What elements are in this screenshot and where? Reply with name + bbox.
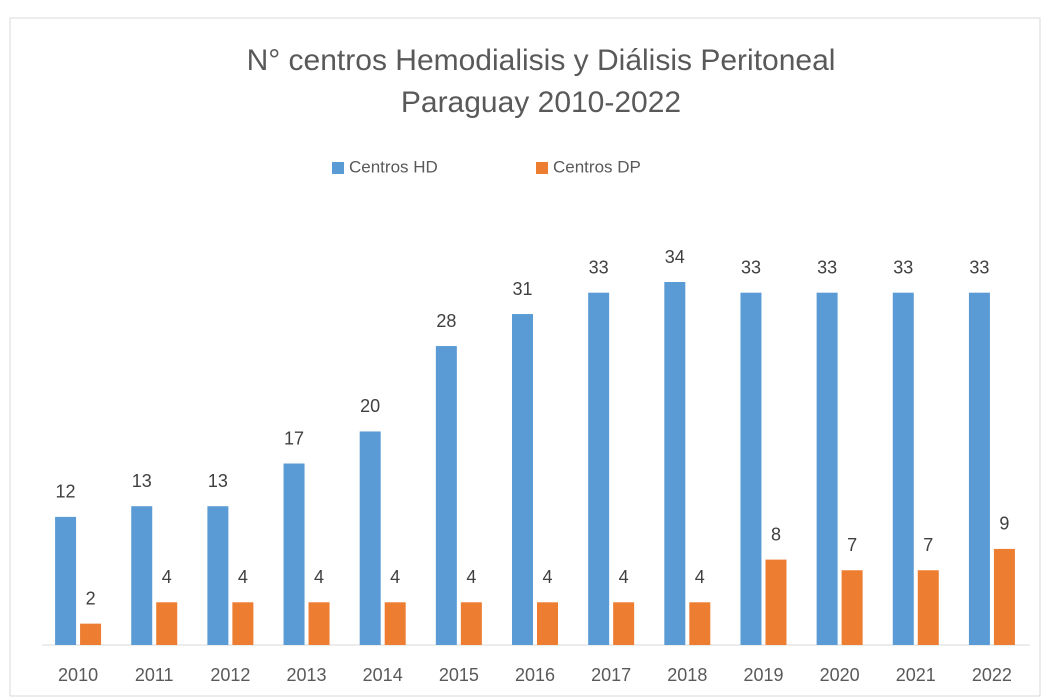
x-tick-label: 2021 (896, 665, 936, 685)
bar (993, 548, 1015, 645)
data-label: 4 (238, 567, 248, 587)
bar (283, 463, 305, 645)
data-label: 4 (695, 567, 705, 587)
data-label: 4 (390, 567, 400, 587)
data-label: 17 (284, 428, 304, 448)
data-label: 8 (771, 524, 781, 544)
bar (232, 602, 254, 645)
x-tick-label: 2020 (820, 665, 860, 685)
x-tick-label: 2018 (667, 665, 707, 685)
bar (537, 602, 558, 645)
data-label: 33 (969, 257, 989, 277)
data-label: 4 (619, 567, 629, 587)
data-label: 33 (817, 257, 837, 277)
x-tick-label: 2011 (135, 665, 174, 685)
data-label: 4 (466, 567, 476, 587)
bar (384, 602, 406, 645)
data-label: 31 (512, 279, 532, 299)
data-label: 20 (360, 396, 380, 416)
x-tick-label: 2010 (58, 665, 98, 685)
bar (435, 346, 457, 645)
data-label: 33 (741, 257, 761, 277)
data-label: 28 (436, 311, 456, 331)
bar (55, 516, 77, 645)
data-label: 7 (923, 535, 933, 555)
chart-title: Paraguay 2010-2022 (401, 86, 681, 119)
bar (917, 570, 939, 645)
bar (131, 506, 153, 645)
x-tick-label: 2015 (439, 665, 479, 685)
x-tick-label: 2016 (515, 665, 555, 685)
x-tick-label: 2022 (972, 665, 1012, 685)
bar (740, 292, 762, 645)
data-label: 33 (893, 257, 913, 277)
data-label: 4 (314, 567, 324, 587)
data-label: 9 (999, 514, 1009, 534)
bar (841, 570, 863, 645)
data-label: 33 (589, 257, 609, 277)
x-tick-label: 2012 (210, 665, 250, 685)
x-tick-label: 2017 (591, 665, 631, 685)
legend-swatch (332, 162, 344, 174)
chart-title: N° centros Hemodialisis y Diálisis Perit… (247, 44, 836, 77)
bar (689, 602, 711, 645)
data-label: 13 (208, 471, 228, 491)
legend-swatch (536, 162, 548, 174)
data-label: 2 (86, 588, 96, 608)
x-tick-label: 2013 (287, 665, 327, 685)
bar (359, 431, 381, 645)
x-tick-label: 2019 (743, 665, 783, 685)
bar (664, 282, 686, 645)
bar (968, 292, 990, 645)
bar (80, 623, 102, 645)
bar (613, 602, 635, 645)
bar (460, 602, 482, 645)
data-label: 4 (162, 567, 172, 587)
bar (765, 559, 787, 645)
data-label: 13 (132, 471, 152, 491)
data-label: 7 (847, 535, 857, 555)
x-tick-label: 2014 (363, 665, 403, 685)
bar (588, 292, 610, 645)
bar (892, 292, 914, 645)
bar (156, 602, 178, 645)
bar (512, 314, 533, 645)
data-label: 34 (665, 247, 685, 267)
bar (816, 292, 838, 645)
bar (207, 506, 229, 645)
bar (308, 602, 330, 645)
data-label: 4 (542, 567, 552, 587)
data-label: 12 (56, 482, 76, 502)
legend-label: Centros HD (349, 157, 438, 176)
legend-label: Centros DP (553, 157, 641, 176)
